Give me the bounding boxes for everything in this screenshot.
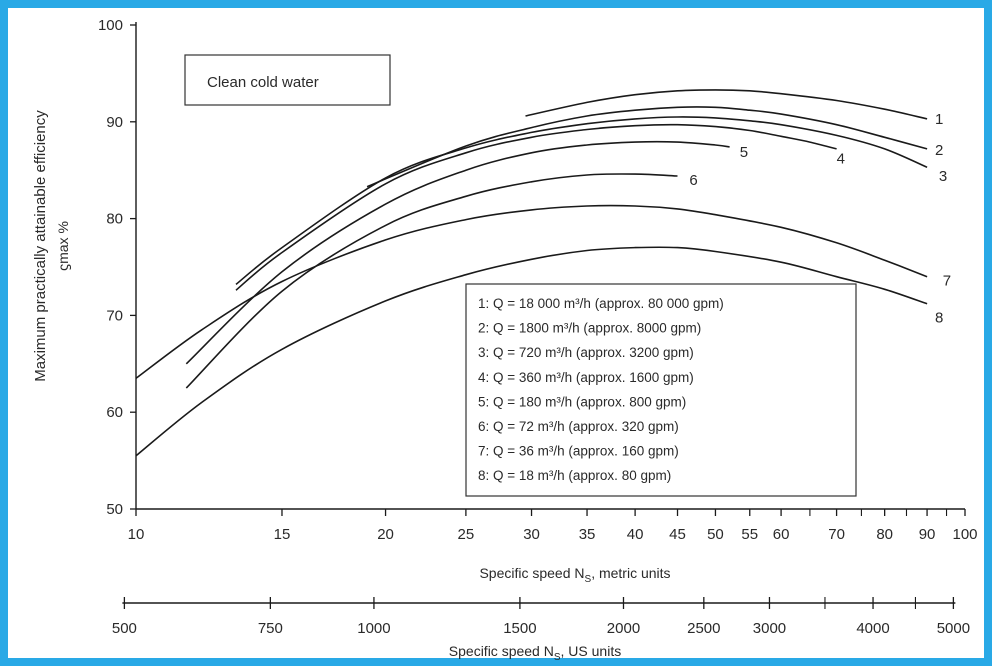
x-tick-label-35: 35 — [579, 526, 596, 543]
x-axis-label-suffix: , metric units — [591, 565, 670, 581]
x-tick-label-45: 45 — [669, 526, 686, 543]
legend-entry-1: 1: Q = 18 000 m³/h (approx. 80 000 gpm) — [478, 296, 724, 311]
x-axis-label-main: Specific speed N — [479, 565, 584, 581]
curve-label-2: 2 — [935, 142, 943, 159]
x2-tick-label-750: 750 — [258, 620, 283, 637]
y-tick-label-60: 60 — [106, 404, 123, 421]
legend-entry-2: 2: Q = 1800 m³/h (approx. 8000 gpm) — [478, 321, 701, 336]
curve-3 — [235, 116, 928, 286]
x2-tick-label-2000: 2000 — [607, 620, 640, 637]
y-tick-label-100: 100 — [98, 17, 123, 34]
x2-tick-label-2500: 2500 — [687, 620, 720, 637]
curve-5 — [185, 140, 730, 365]
x-tick-label-50: 50 — [707, 526, 724, 543]
x-tick-label-60: 60 — [773, 526, 790, 543]
y-axis-label-2: ϛmax % — [55, 221, 71, 271]
x-axis-label-sub: S — [585, 574, 592, 585]
curve-label-1: 1 — [935, 111, 943, 128]
y-axis-label-text: Maximum practically attainable efficienc… — [32, 110, 49, 382]
curve-1 — [525, 89, 928, 120]
x-tick-label-40: 40 — [627, 526, 644, 543]
axes — [122, 22, 965, 604]
x2-tick-label-3000: 3000 — [753, 620, 786, 637]
x2-tick-label-5000: 5000 — [937, 620, 970, 637]
x2-tick-label-4000: 4000 — [856, 620, 889, 637]
curve-2 — [366, 106, 928, 188]
curve-label-7: 7 — [943, 273, 951, 290]
y-tick-label-90: 90 — [106, 114, 123, 131]
x2-tick-label-1500: 1500 — [503, 620, 536, 637]
x-tick-label-100: 100 — [952, 526, 977, 543]
annotation-box — [184, 54, 391, 106]
curve-6 — [185, 173, 678, 389]
x-tick-label-80: 80 — [876, 526, 893, 543]
y-tick-label-50: 50 — [106, 501, 123, 518]
legend-entry-6: 6: Q = 72 m³/h (approx. 320 gpm) — [478, 419, 679, 434]
curve-label-6: 6 — [689, 172, 697, 189]
x-tick-label-90: 90 — [919, 526, 936, 543]
curve-7 — [135, 204, 928, 379]
curve-label-4: 4 — [837, 151, 845, 168]
curve-label-3: 3 — [939, 168, 947, 185]
x2-axis-label-main: Specific speed N — [449, 643, 554, 659]
annotation-text: Clean cold water — [207, 74, 319, 91]
x-tick-label-55: 55 — [741, 526, 758, 543]
x-tick-label-30: 30 — [523, 526, 540, 543]
x-tick-label-20: 20 — [377, 526, 394, 543]
x2-axis-label: Specific speed NS, US units — [449, 643, 621, 663]
curve-label-8: 8 — [935, 309, 943, 326]
curve-label-5: 5 — [740, 144, 748, 161]
x-tick-label-70: 70 — [828, 526, 845, 543]
legend-box — [465, 283, 857, 497]
curve-labels-group: 1 2 3 4 5 6 7 8 — [689, 111, 951, 326]
curves-group — [135, 89, 928, 457]
curve-4 — [235, 123, 837, 291]
legend-entry-4: 4: Q = 360 m³/h (approx. 1600 gpm) — [478, 370, 694, 385]
legend: 1: Q = 18 000 m³/h (approx. 80 000 gpm) 2… — [478, 296, 724, 483]
x-tick-label-25: 25 — [458, 526, 475, 543]
y-tick-label-80: 80 — [106, 211, 123, 228]
x-tick-label-15: 15 — [274, 526, 291, 543]
x2-axis-label-sub: S — [554, 652, 561, 663]
x2-tick-label-1000: 1000 — [357, 620, 390, 637]
x-axis-label: Specific speed NS, metric units — [479, 565, 670, 585]
legend-entry-7: 7: Q = 36 m³/h (approx. 160 gpm) — [478, 444, 679, 459]
y-axis-label-2-text: ϛmax % — [55, 221, 71, 271]
x-tick-label-10: 10 — [128, 526, 145, 543]
legend-entry-8: 8: Q = 18 m³/h (approx. 80 gpm) — [478, 468, 671, 483]
x2-axis-label-suffix: , US units — [561, 643, 622, 659]
y-tick-label-70: 70 — [106, 307, 123, 324]
curve-8 — [135, 246, 928, 457]
y-axis-label: Maximum practically attainable efficienc… — [32, 110, 49, 382]
legend-entry-5: 5: Q = 180 m³/h (approx. 800 gpm) — [478, 394, 686, 409]
x2-tick-label-500: 500 — [112, 620, 137, 637]
legend-entry-3: 3: Q = 720 m³/h (approx. 3200 gpm) — [478, 345, 694, 360]
